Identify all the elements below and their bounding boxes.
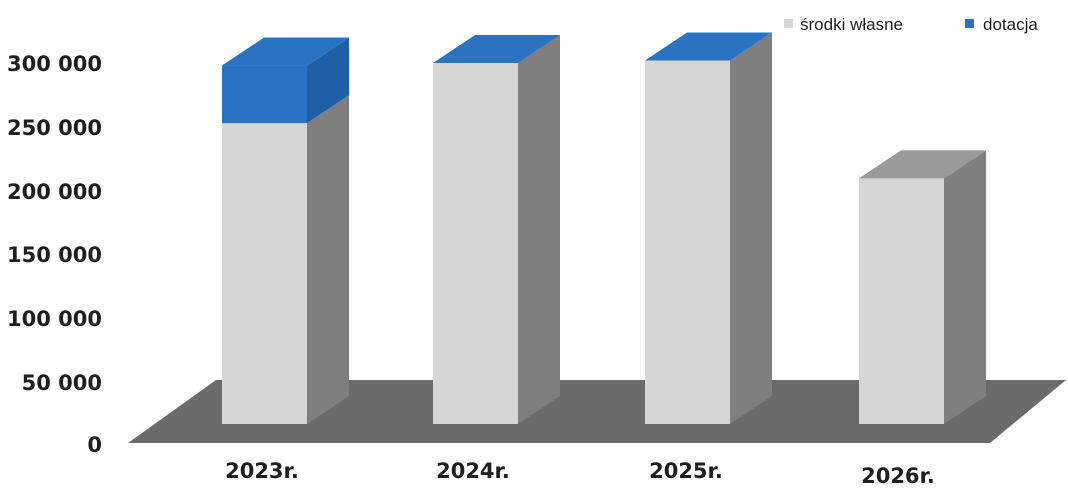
x-tick-label: 2026r.: [861, 464, 935, 488]
y-tick-label: 0: [87, 433, 102, 457]
bar-2024r.: [433, 35, 560, 424]
y-tick-label: 300 000: [7, 52, 102, 76]
chart-floor: [128, 380, 1066, 443]
bar-segment-front: [645, 60, 730, 425]
y-tick-label: 100 000: [7, 307, 102, 331]
y-tick-label: 50 000: [22, 371, 102, 395]
bar-segment-side: [307, 37, 349, 124]
bar-segment-side: [730, 32, 772, 425]
legend-label-srodki: środki własne: [800, 15, 903, 34]
bar-top: [645, 32, 772, 61]
bar-2023r.: [222, 37, 349, 424]
bar-segment-front: [222, 123, 307, 424]
x-axis: 2023r. 2024r. 2025r. 2026r.: [225, 459, 935, 488]
legend: środki własne dotacja: [784, 15, 1038, 34]
bar-segment-side: [944, 150, 986, 424]
bar-segment-side: [518, 35, 560, 424]
bars: [222, 32, 986, 425]
y-axis: 0 50 000 100 000 150 000 200 000 250 000 300 0…: [7, 52, 102, 457]
y-tick-label: 200 000: [7, 180, 102, 204]
bar-segment-front: [433, 63, 518, 424]
bar-top: [859, 150, 986, 179]
bar-segment-side: [307, 95, 349, 424]
bar-2025r.: [645, 32, 772, 425]
bar-segment-front: [859, 178, 944, 424]
y-tick-label: 250 000: [7, 116, 102, 140]
legend-label-dotacja: dotacja: [983, 15, 1038, 34]
legend-swatch-srodki: [784, 19, 793, 28]
bar-top: [433, 35, 560, 64]
legend-swatch-dotacja: [965, 19, 974, 28]
x-tick-label: 2024r.: [436, 459, 510, 483]
x-tick-label: 2025r.: [649, 459, 723, 483]
y-tick-label: 150 000: [7, 243, 102, 267]
bar-2026r.: [859, 150, 986, 424]
bar-segment-front: [222, 65, 307, 124]
bar-top: [222, 37, 349, 66]
x-tick-label: 2023r.: [225, 459, 299, 483]
